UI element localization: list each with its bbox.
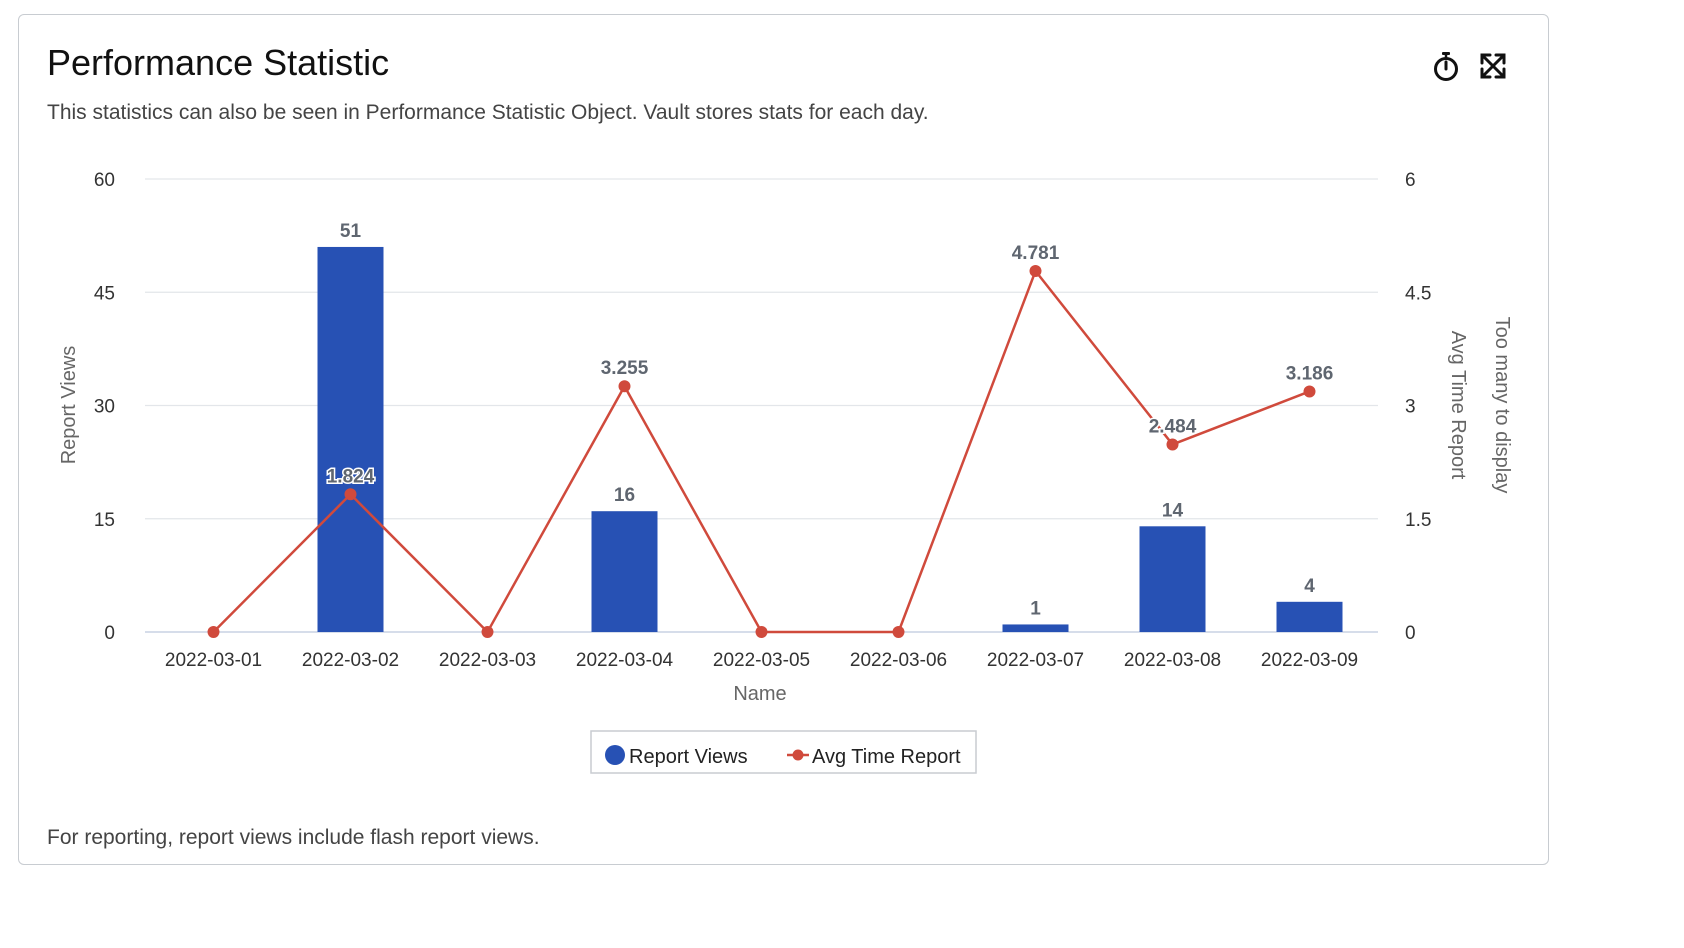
line-point-avg-time-report[interactable] [481,626,494,638]
expand-icon[interactable] [1476,49,1510,83]
x-axis-tick-label: 2022-03-06 [850,650,947,671]
card-subtitle: This statistics can also be seen in Perf… [47,101,929,124]
line-point-avg-time-report[interactable] [892,626,905,638]
y-axis-tick-label: 15 [94,510,115,531]
bar-data-label: 16 [614,485,635,506]
legend-label-report-views: Report Views [629,746,748,768]
line-point-avg-time-report[interactable] [1303,385,1316,398]
x-axis-tick-label: 2022-03-05 [713,650,810,671]
performance-statistic-card: Performance Statistic This statistics ca… [18,14,1549,865]
bar-report-views[interactable] [1139,526,1206,632]
y2-axis-tick-label: 6 [1405,170,1416,191]
legend-marker-report-views[interactable] [605,745,625,765]
y2-axis-tick-label: 3 [1405,397,1416,418]
line-data-label: 1.824 [327,466,375,487]
line-point-avg-time-report[interactable] [207,626,220,638]
y-axis-tick-label: 60 [94,170,115,191]
y2-axis-title: Avg Time Report [1447,331,1469,480]
line-data-label: 3.186 [1286,363,1334,384]
x-axis-tick-label: 2022-03-01 [165,650,262,671]
bar-report-views[interactable] [1002,624,1069,632]
bar-data-label: 4 [1304,576,1315,597]
x-axis-tick-label: 2022-03-03 [439,650,536,671]
line-data-label: 4.781 [1012,243,1060,264]
x-axis-tick-label: 2022-03-09 [1261,650,1358,671]
x-axis-title: Name [733,683,786,705]
legend-label-avg-time-report: Avg Time Report [812,746,961,768]
chart-legend [590,730,977,774]
bar-data-label: 14 [1162,500,1184,521]
x-axis-tick-label: 2022-03-04 [576,650,674,671]
y-axis-tick-label: 0 [104,623,115,644]
x-axis-tick-label: 2022-03-02 [302,650,399,671]
y-axis-tick-label: 45 [94,283,115,304]
legend-marker-avg-time-report[interactable] [792,749,804,761]
line-point-avg-time-report[interactable] [1029,265,1042,278]
line-point-avg-time-report[interactable] [1166,438,1179,451]
y-axis-title: Report Views [58,346,80,465]
card-footer-note: For reporting, report views include flas… [47,826,540,849]
line-data-label: 2.484 [1149,416,1197,437]
bar-report-views[interactable] [591,511,658,632]
line-point-avg-time-report[interactable] [618,380,631,393]
bar-report-views[interactable] [1276,601,1343,632]
bar-data-label: 1 [1030,598,1041,619]
y2-axis-tick-label: 4.5 [1405,283,1431,304]
line-point-avg-time-report[interactable] [755,626,768,638]
card-title: Performance Statistic [47,42,390,83]
bar-data-label: 51 [340,221,362,242]
y-axis-tick-label: 30 [94,397,115,418]
line-point-avg-time-report[interactable] [344,488,357,501]
x-axis-tick-label: 2022-03-07 [987,650,1084,671]
bar-report-views[interactable] [317,246,384,632]
y2-axis-tick-label: 0 [1405,623,1416,644]
stopwatch-icon[interactable] [1429,49,1463,83]
x-axis-tick-label: 2022-03-08 [1124,650,1221,671]
y2-axis-tick-label: 1.5 [1405,510,1431,531]
line-data-label: 3.255 [601,358,649,379]
y3-axis-title: Too many to display [1491,317,1513,494]
